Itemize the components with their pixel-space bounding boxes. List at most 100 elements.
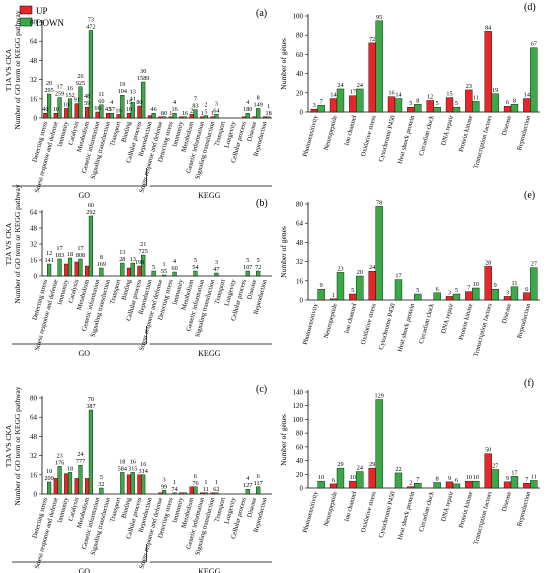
bar-up bbox=[252, 116, 257, 119]
y-tick-label: 0 bbox=[34, 115, 38, 123]
legend-swatch-up bbox=[19, 5, 33, 15]
bar-down bbox=[336, 467, 345, 489]
bar-down bbox=[317, 289, 325, 301]
bar-down bbox=[162, 490, 167, 495]
bar-up bbox=[64, 263, 69, 277]
bar-down bbox=[266, 116, 271, 119]
kegg-group-label: KEGG bbox=[198, 567, 220, 573]
bar-down bbox=[336, 272, 345, 301]
data-label-down: 57 bbox=[109, 106, 115, 113]
data-label-up: 15 bbox=[446, 91, 452, 98]
y-axis-label: T1A VS CKA bbox=[4, 48, 13, 91]
data-label-down: 8 bbox=[100, 254, 103, 261]
data-label-down: 16 bbox=[67, 85, 73, 92]
data-label-up: 198 bbox=[135, 259, 144, 266]
bar-down bbox=[245, 112, 250, 119]
data-label-down: 10 bbox=[473, 474, 479, 481]
bar-down bbox=[214, 114, 219, 119]
bar-up bbox=[407, 106, 415, 113]
bar-down bbox=[151, 270, 156, 277]
data-label-down: 152 bbox=[65, 92, 74, 99]
data-label-down: 9 bbox=[320, 282, 323, 289]
data-label-down: 107 bbox=[243, 264, 252, 271]
y-tick-label: 64 bbox=[296, 220, 304, 228]
bar-up bbox=[407, 486, 415, 489]
bar-up bbox=[329, 483, 338, 489]
bar-up bbox=[85, 106, 90, 119]
x-tick-label: Circadian clock bbox=[418, 302, 436, 345]
data-label-down: 7 bbox=[416, 476, 419, 483]
bar-up bbox=[168, 116, 173, 119]
y-tick-label: 120 bbox=[293, 402, 304, 410]
bar-up bbox=[147, 115, 152, 119]
bar-up bbox=[445, 481, 454, 489]
bar-down bbox=[88, 30, 94, 119]
data-label-down: 99 bbox=[161, 483, 167, 490]
data-label-up: 43 bbox=[105, 106, 111, 113]
bar-up bbox=[85, 265, 90, 277]
data-label-down: 24 bbox=[357, 465, 363, 472]
bar-up bbox=[189, 114, 194, 119]
bar-up bbox=[368, 467, 376, 489]
bar-up bbox=[126, 267, 132, 277]
x-tick-label: Neuropeptide bbox=[323, 303, 339, 340]
data-label-down: 5 bbox=[416, 287, 419, 294]
bar-up bbox=[137, 265, 142, 277]
data-label-down: 584 bbox=[118, 465, 127, 472]
bar-up bbox=[210, 492, 215, 495]
data-label-up: 48 bbox=[84, 93, 90, 100]
bar-down bbox=[356, 88, 364, 113]
data-label-down: 18 bbox=[67, 465, 73, 472]
data-label-up: 7 bbox=[525, 476, 528, 483]
x-tick-label: DNA repair bbox=[440, 490, 455, 522]
data-label-down: 4 bbox=[246, 475, 249, 482]
x-tick-label: Circadian clock bbox=[418, 114, 436, 157]
bar-down bbox=[99, 487, 104, 495]
data-label-up: 3 bbox=[448, 289, 451, 296]
data-label-up: 10 bbox=[350, 474, 356, 481]
x-tick-label: Oxidative stress bbox=[360, 490, 378, 533]
bar-up bbox=[241, 116, 247, 119]
bar-down bbox=[67, 472, 73, 495]
x-tick-label: DNA repair bbox=[440, 302, 455, 334]
data-label-down: 14 bbox=[395, 92, 401, 99]
bar-down bbox=[120, 94, 125, 119]
data-label-up: 14 bbox=[330, 92, 336, 99]
data-label-up: 23 bbox=[466, 83, 472, 90]
data-label-down: 127 bbox=[243, 482, 252, 489]
bar-down bbox=[452, 106, 461, 113]
y-tick-label: 16 bbox=[30, 257, 38, 265]
bar-down bbox=[414, 104, 422, 113]
bar-up bbox=[349, 95, 357, 113]
data-label-down: 1 bbox=[204, 479, 207, 486]
data-label-down: 18 bbox=[119, 458, 125, 465]
data-label-up: 24 bbox=[369, 264, 375, 271]
y-axis-label: Number of genes bbox=[279, 38, 288, 90]
data-label-down: 13 bbox=[119, 249, 125, 256]
y-tick-label: 100 bbox=[293, 416, 304, 424]
bar-down bbox=[510, 476, 519, 489]
data-label-down: 6 bbox=[455, 477, 458, 484]
data-label-down: 725 bbox=[139, 248, 148, 255]
data-label-up: 6 bbox=[506, 99, 509, 106]
x-tick-label: Reproduction bbox=[516, 114, 532, 151]
data-label-down: 6 bbox=[436, 286, 439, 293]
bar-down bbox=[491, 93, 499, 113]
bar-up bbox=[210, 116, 215, 119]
bar-up bbox=[503, 296, 512, 301]
y-tick-label: 64 bbox=[30, 414, 38, 422]
data-label-down: 4 bbox=[110, 99, 113, 106]
data-label-up: 72 bbox=[369, 36, 375, 43]
data-label-down: 54 bbox=[192, 264, 198, 271]
go-group-label: GO bbox=[78, 191, 90, 200]
bar-up bbox=[484, 31, 492, 113]
data-label-up: 1 bbox=[201, 110, 204, 117]
bar-down bbox=[57, 97, 62, 119]
data-label-up: 6 bbox=[332, 477, 335, 484]
data-label-down: 64 bbox=[213, 107, 219, 114]
data-label-down: 5 bbox=[194, 257, 197, 264]
x-tick-label: Heat shock protein bbox=[397, 490, 417, 541]
y-tick-label: 64 bbox=[30, 38, 38, 46]
data-label-up: 17 bbox=[350, 89, 356, 96]
data-label-down: 1589 bbox=[137, 75, 149, 82]
